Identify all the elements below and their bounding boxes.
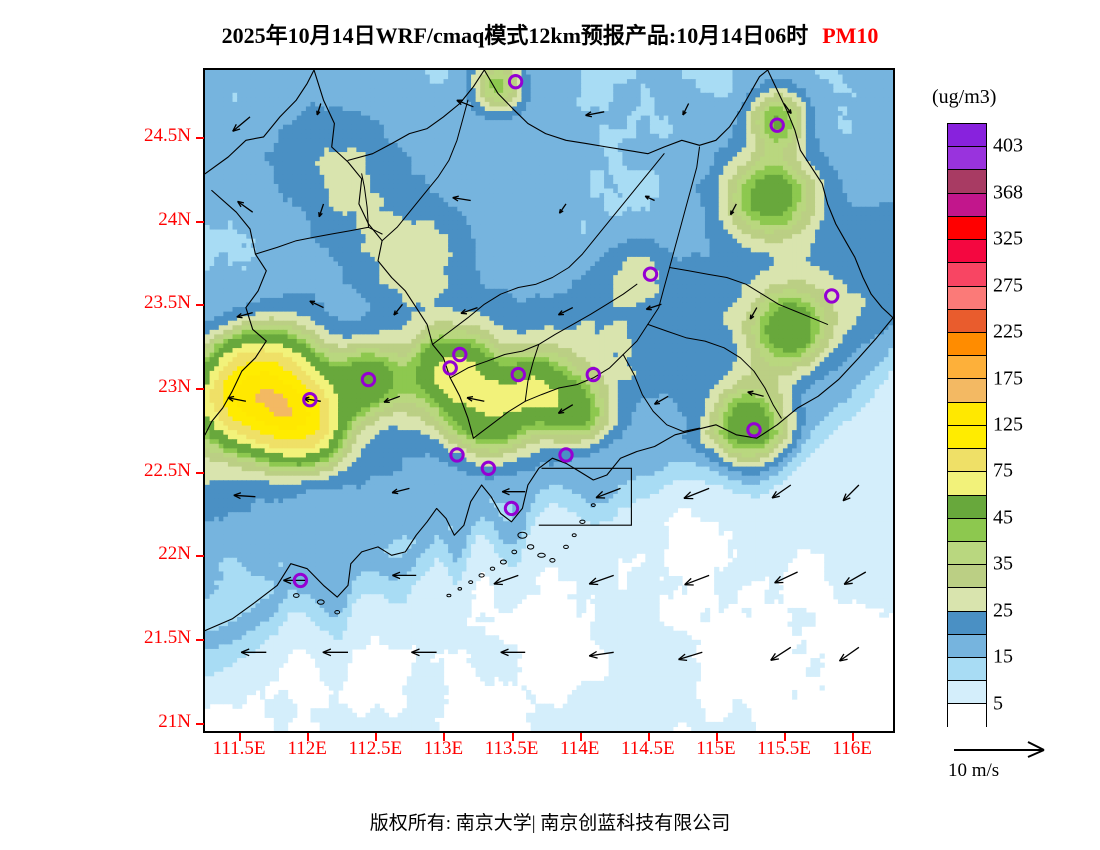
colorbar-tick-label: 325	[993, 227, 1023, 250]
colorbar-band	[948, 658, 986, 682]
colorbar-band	[948, 124, 986, 148]
lat-tick-label: 24N	[158, 208, 191, 230]
lon-tick-mark	[715, 733, 718, 741]
colorbar-band	[948, 240, 986, 264]
colorbar-band	[948, 263, 986, 287]
colorbar-band	[948, 541, 986, 566]
colorbar-tick-label: 5	[993, 692, 1003, 715]
colorbar-tick-label: 25	[993, 599, 1013, 622]
colorbar-units: (ug/m3)	[932, 86, 997, 108]
colorbar-swatches	[947, 123, 987, 728]
colorbar-band	[948, 681, 986, 705]
lat-tick-mark	[196, 638, 204, 641]
copyright-footer: 版权所有: 南京大学| 南京创蓝科技有限公司	[369, 813, 731, 834]
lat-tick-mark	[196, 387, 204, 390]
lat-tick-mark	[196, 555, 204, 558]
lon-tick-mark	[375, 733, 378, 741]
page-title: 2025年10月14日WRF/cmaq模式12km预报产品:10月14日06时 P…	[0, 18, 1100, 50]
lon-tick-label: 113E	[423, 738, 464, 759]
title-text: 2025年10月14日WRF/cmaq模式12km预报产品:10月14日06时	[221, 23, 809, 48]
lon-tick-label: 111.5E	[212, 738, 266, 759]
pollutant-label: PM10	[822, 23, 879, 48]
colorbar-band	[948, 356, 986, 380]
lat-tick-label: 24.5N	[144, 124, 191, 146]
map-canvas	[205, 70, 893, 731]
lon-tick-mark	[443, 733, 446, 741]
lon-tick-label: 112.5E	[348, 738, 403, 759]
lon-tick-label: 115.5E	[757, 738, 811, 759]
colorbar-band	[948, 309, 986, 333]
colorbar-band	[948, 170, 986, 194]
station-markers	[292, 74, 840, 589]
lat-tick-label: 23N	[158, 375, 191, 397]
colorbar-tick-label: 225	[993, 320, 1023, 343]
colorbar-tick-label: 15	[993, 645, 1013, 668]
lon-tick-mark	[511, 733, 514, 741]
lat-tick-mark	[196, 220, 204, 223]
colorbar-band	[948, 518, 986, 542]
lon-tick-label: 112E	[287, 738, 327, 759]
colorbar-band	[948, 495, 986, 519]
colorbar-band	[948, 634, 986, 659]
wind-scale-legend: 10 m/s	[948, 738, 1088, 781]
colorbar-tick-label: 45	[993, 506, 1013, 529]
wind-scale-arrow-icon	[954, 741, 1045, 758]
colorbar-band	[948, 425, 986, 450]
lon-tick-label: 113.5E	[484, 738, 539, 759]
colorbar-tick-label: 368	[993, 181, 1023, 204]
lat-tick-label: 21N	[158, 710, 191, 732]
lon-tick-mark	[307, 733, 310, 741]
colorbar-band	[948, 611, 986, 635]
colorbar-band	[948, 379, 986, 403]
lat-tick-mark	[196, 136, 204, 139]
colorbar-band	[948, 449, 986, 473]
lon-tick-mark	[647, 733, 650, 741]
coastline-and-borders	[205, 70, 893, 632]
concentration-field	[205, 70, 893, 731]
lat-tick-label: 21.5N	[144, 626, 191, 648]
lon-tick-mark	[239, 733, 242, 741]
lon-tick-mark	[852, 733, 855, 741]
lat-tick-mark	[196, 471, 204, 474]
colorbar-tick-label: 275	[993, 274, 1023, 297]
colorbar-band	[948, 704, 986, 728]
colorbar-tick-label: 125	[993, 413, 1023, 436]
lat-tick-label: 22N	[158, 543, 191, 565]
colorbar-tick-label: 35	[993, 552, 1013, 575]
lat-tick-mark	[196, 304, 204, 307]
lon-tick-label: 116E	[832, 738, 872, 759]
lon-tick-label: 114.5E	[620, 738, 675, 759]
map-plot-area[interactable]	[203, 68, 895, 733]
colorbar-tick-label: 75	[993, 459, 1013, 482]
colorbar-band	[948, 565, 986, 589]
lon-tick-mark	[784, 733, 786, 741]
lon-tick-label: 115E	[696, 738, 736, 759]
colorbar-tick-label: 403	[993, 134, 1023, 157]
lat-tick-label: 23.5N	[144, 292, 191, 314]
lat-tick-mark	[196, 722, 204, 725]
lon-tick-mark	[579, 733, 582, 741]
colorbar-band	[948, 193, 986, 217]
colorbar-band	[948, 588, 986, 612]
wind-scale-label: 10 m/s	[948, 760, 1000, 781]
colorbar-band	[948, 147, 986, 171]
lon-tick-label: 114E	[559, 738, 600, 759]
colorbar-tick-label: 175	[993, 367, 1023, 390]
colorbar-band	[948, 216, 986, 241]
colorbar-band	[948, 402, 986, 426]
colorbar-band	[948, 332, 986, 357]
colorbar-band	[948, 472, 986, 496]
colorbar-band	[948, 286, 986, 310]
lat-tick-label: 22.5N	[144, 459, 191, 481]
